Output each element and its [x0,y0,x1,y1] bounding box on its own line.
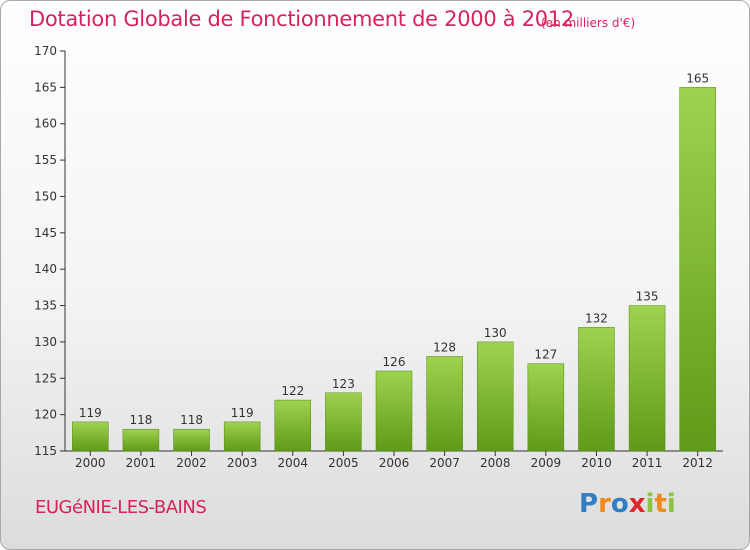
y-tick-label: 125 [34,371,57,385]
x-tick-label-2002: 2002 [176,456,207,470]
y-tick-label: 140 [34,262,57,276]
y-tick-label: 145 [34,226,57,240]
value-label-2003: 119 [231,406,254,420]
bar-2000 [72,421,109,452]
x-tick-label-2010: 2010 [581,456,612,470]
bar-2012 [679,87,716,452]
x-tick-label-2009: 2009 [531,456,562,470]
x-tick-label-2000: 2000 [75,456,106,470]
bar-2010 [578,327,615,452]
logo-letter: o [610,489,629,519]
value-label-2002: 118 [180,413,203,427]
bar-2005 [325,392,362,452]
x-tick-label-2006: 2006 [379,456,410,470]
logo-letter: x [628,489,646,519]
y-tick-label: 120 [34,408,57,422]
y-tick-label: 155 [34,153,57,167]
y-tick-label: 150 [34,189,57,203]
y-tick-label: 115 [34,444,57,458]
logo-letter: i [645,489,655,519]
value-label-2011: 135 [636,290,659,304]
chart-title: Dotation Globale de Fonctionnement de 20… [29,7,574,31]
commune-name: EUGéNIE-LES-BAINS [35,497,207,518]
x-tick-label-2004: 2004 [277,456,308,470]
x-tick-label-2001: 2001 [126,456,157,470]
logo-letter: r [598,489,611,519]
x-tick-label-2007: 2007 [429,456,460,470]
y-tick-label: 170 [34,44,57,58]
value-label-2008: 130 [484,326,507,340]
value-label-2009: 127 [534,348,557,362]
value-label-2010: 132 [585,311,608,325]
value-label-2007: 128 [433,340,456,354]
value-label-2006: 126 [383,355,406,369]
bar-2003 [223,421,261,452]
bar-2008 [476,341,514,452]
logo-letter: i [666,489,676,519]
value-label-2005: 123 [332,377,355,391]
y-tick-label: 135 [34,299,57,313]
bar-2011 [628,305,666,452]
chart-subtitle: (en milliers d'€) [541,16,636,30]
logo-letter: t [654,489,667,519]
x-tick-label-2008: 2008 [480,456,511,470]
x-tick-label-2011: 2011 [632,456,663,470]
y-tick-label: 160 [34,117,57,131]
bar-2006 [375,370,413,452]
proxiti-logo: Proxiti [579,489,676,519]
value-label-2012: 165 [686,71,709,85]
logo-letter: P [579,489,599,519]
bar-2004 [274,399,312,452]
bar-2001 [122,428,160,452]
x-tick-label-2005: 2005 [328,456,359,470]
bar-2002 [173,428,210,452]
y-tick-label: 165 [34,80,57,94]
x-tick-label-2012: 2012 [682,456,713,470]
x-tick-label-2003: 2003 [227,456,258,470]
y-tick-label: 130 [34,335,57,349]
bar-2007 [426,356,463,452]
value-label-2004: 122 [281,384,304,398]
bar-2009 [527,363,565,452]
value-label-2000: 119 [79,406,102,420]
value-label-2001: 118 [129,413,152,427]
